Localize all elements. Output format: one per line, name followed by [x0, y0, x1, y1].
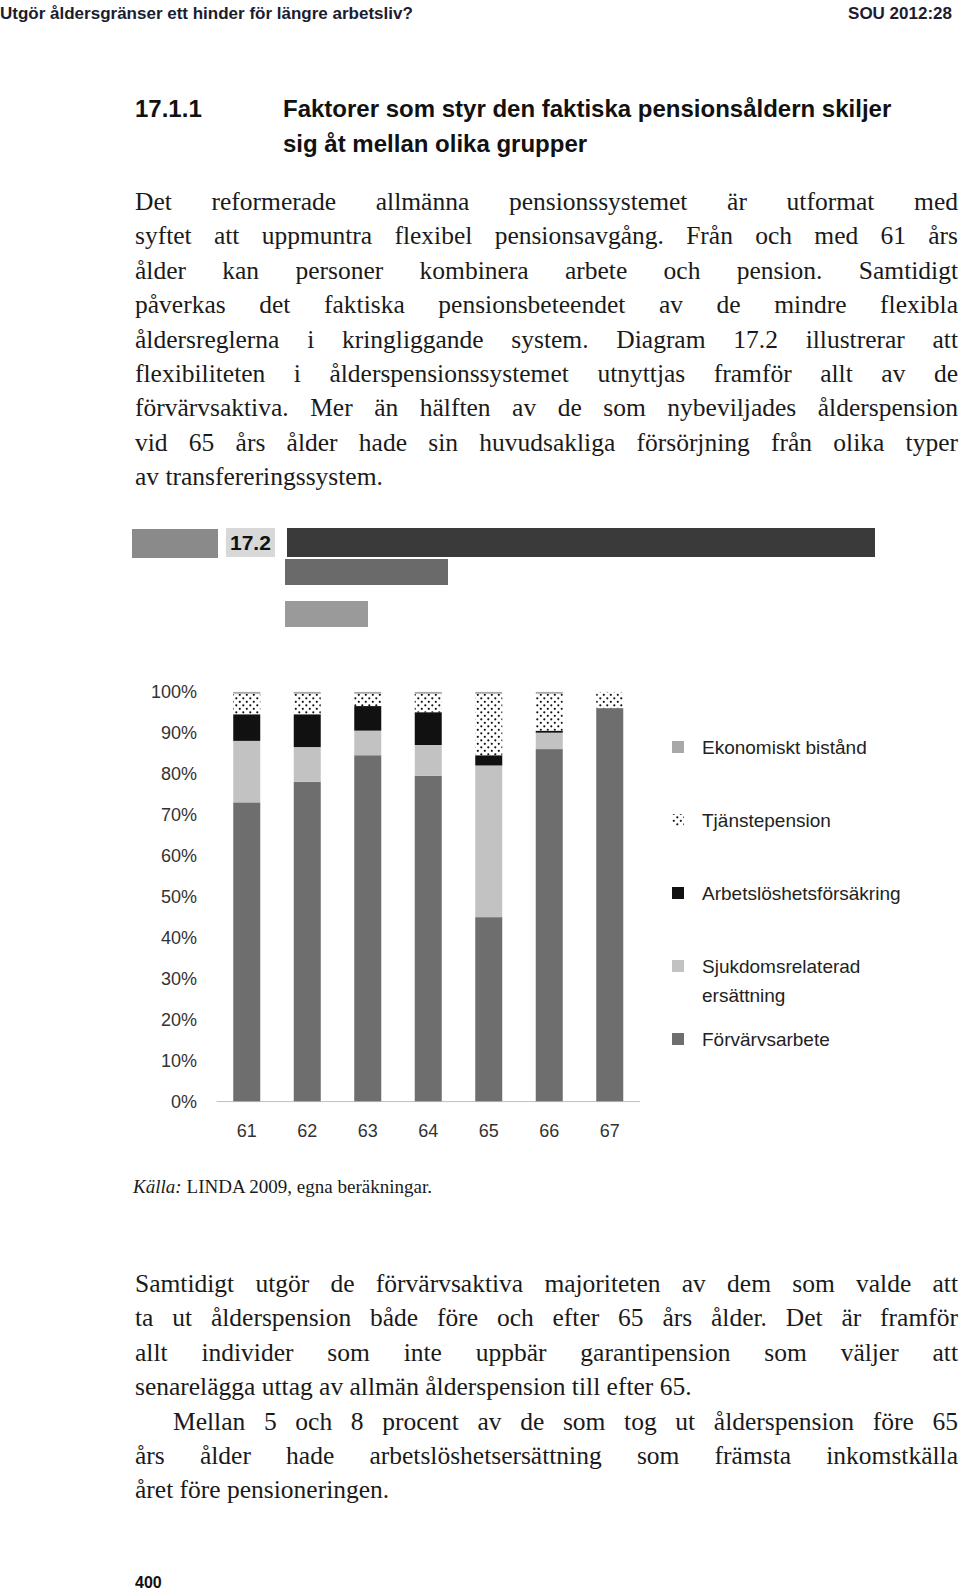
paragraph-line: syftet att uppmuntra flexibel pensionsav… [135, 219, 958, 253]
paragraph-line: vid 65 års ålder hade sin huvudsakliga f… [135, 426, 958, 460]
paragraph-line: ta ut ålderspension både före och efter … [135, 1301, 958, 1335]
bar-segment [536, 694, 563, 731]
legend-label: Arbetslöshetsförsäkring [702, 879, 942, 908]
bar-segment [294, 714, 321, 747]
bar-segment [294, 747, 321, 782]
caption-obscured [287, 528, 875, 557]
bars [233, 692, 623, 1102]
bar-segment [415, 776, 442, 1102]
x-tick-label: 64 [418, 1121, 438, 1141]
bar-segment [536, 749, 563, 1102]
bar-segment [354, 755, 381, 1101]
source-label: Källa: [133, 1176, 182, 1197]
x-tick-label: 61 [237, 1121, 257, 1141]
x-tick-label: 67 [600, 1121, 620, 1141]
bar-segment [354, 694, 381, 706]
caption-obscured [285, 559, 448, 585]
legend-label: Sjukdomsrelaterad ersättning [702, 952, 942, 1010]
y-tick-label: 80% [161, 764, 197, 784]
bar-segment [354, 706, 381, 731]
bar-segment [233, 714, 260, 741]
y-tick-label: 20% [161, 1010, 197, 1030]
legend-label: Ekonomiskt bistånd [702, 733, 942, 762]
bar-segment [596, 692, 623, 708]
bar-segment [415, 745, 442, 776]
paragraph-line: av transfereringssystem. [135, 460, 958, 494]
paragraph-line: ålder kan personer kombinera arbete och … [135, 254, 958, 288]
y-tick-label: 40% [161, 928, 197, 948]
section-number: 17.1.1 [135, 92, 202, 126]
bar-segment [415, 692, 442, 694]
legend-label: Tjänstepension [702, 806, 942, 835]
legend-swatch [672, 960, 684, 972]
bar-segment [233, 741, 260, 802]
bar-segment [294, 782, 321, 1102]
page-number: 400 [135, 1574, 162, 1592]
bar-segment [536, 731, 563, 733]
legend-swatch [672, 887, 684, 899]
figure-number: 17.2 [226, 528, 275, 557]
paragraph-line: allt individer som inte uppbär garantipe… [135, 1336, 958, 1370]
bar-segment [475, 694, 502, 755]
section-title: sig åt mellan olika grupper [283, 127, 587, 161]
y-tick-label: 100% [151, 682, 197, 702]
paragraph-line: förvärvsaktiva. Mer än hälften av de som… [135, 391, 958, 425]
bar-segment [233, 802, 260, 1101]
legend-swatch [672, 741, 684, 753]
bar-segment [233, 694, 260, 714]
bar-segment [415, 712, 442, 745]
caption-obscured [132, 529, 218, 558]
legend-label: Förvärvsarbete [702, 1025, 942, 1054]
paragraph-line: Mellan 5 och 8 procent av de som tog ut … [173, 1405, 958, 1439]
bar-segment [294, 692, 321, 694]
x-tick-label: 66 [539, 1121, 559, 1141]
bar-segment [294, 694, 321, 714]
running-header: Utgör åldersgränser ett hinder för längr… [0, 4, 413, 24]
y-tick-label: 0% [171, 1092, 197, 1112]
bar-segment [233, 692, 260, 694]
source-note: Källa:LINDA 2009, egna beräkningar. [133, 1176, 432, 1198]
y-tick-label: 50% [161, 887, 197, 907]
section-title: Faktorer som styr den faktiska pensionså… [283, 92, 891, 126]
x-tick-label: 65 [479, 1121, 499, 1141]
y-tick-label: 30% [161, 969, 197, 989]
bar-segment [596, 708, 623, 1102]
y-tick-label: 90% [161, 723, 197, 743]
x-tick-label: 62 [297, 1121, 317, 1141]
paragraph-line: Samtidigt utgör de förvärvsaktiva majori… [135, 1267, 958, 1301]
x-tick-label: 63 [358, 1121, 378, 1141]
paragraph-line: senarelägga uttag av allmän ålderspensio… [135, 1370, 958, 1404]
legend-swatch [672, 814, 684, 826]
report-series: SOU 2012:28 [848, 4, 952, 24]
paragraph-line: flexibiliteten i ålderspensionssystemet … [135, 357, 958, 391]
bar-segment [475, 755, 502, 765]
paragraph-line: året före pensioneringen. [135, 1473, 958, 1507]
bar-segment [536, 733, 563, 749]
legend-swatch [672, 1033, 684, 1045]
bar-segment [536, 692, 563, 694]
bar-segment [596, 692, 623, 693]
y-tick-label: 60% [161, 846, 197, 866]
y-tick-label: 70% [161, 805, 197, 825]
bar-segment [354, 692, 381, 694]
paragraph-line: påverkas det faktiska pensionsbeteendet … [135, 288, 958, 322]
caption-obscured [285, 601, 368, 627]
paragraph-line: års ålder hade arbetslöshetsersättning s… [135, 1439, 958, 1473]
bar-segment [415, 694, 442, 712]
paragraph-line: åldersreglerna i kringliggande system. D… [135, 323, 958, 357]
bar-segment [475, 692, 502, 694]
y-tick-label: 10% [161, 1051, 197, 1071]
chart: 0% 10% 20% 30% 40% 50% 60% 70% 80% 90% 100% 61 62 63 6… [0, 0, 960, 1595]
bar-segment [354, 731, 381, 756]
bar-segment [475, 917, 502, 1101]
paragraph-line: Det reformerade allmänna pensionssysteme… [135, 185, 958, 219]
bar-segment [475, 765, 502, 917]
source-text: LINDA 2009, egna beräkningar. [187, 1176, 432, 1197]
